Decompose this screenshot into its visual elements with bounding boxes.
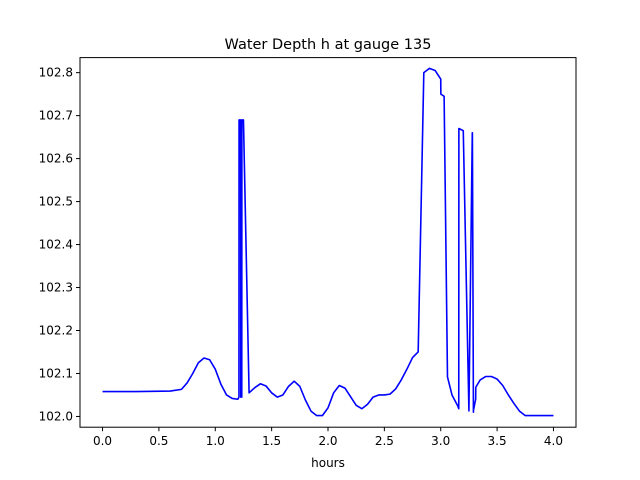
x-tick-label: 3.5 [488, 434, 507, 448]
x-tick-label: 1.0 [206, 434, 225, 448]
y-tick-label: 102.1 [39, 366, 73, 380]
x-tick-label: 2.0 [318, 434, 337, 448]
plot-frame [79, 57, 577, 428]
plot-area [102, 67, 554, 417]
y-tick-label: 102.8 [39, 66, 73, 80]
y-tick-label: 102.2 [39, 324, 73, 338]
chart-title: Water Depth h at gauge 135 [225, 37, 432, 53]
x-tick-label: 0.0 [93, 434, 112, 448]
x-tick-label: 2.5 [375, 434, 394, 448]
y-tick-label: 102.7 [39, 109, 73, 123]
y-tick-label: 102.3 [39, 281, 73, 295]
x-tick-label: 3.0 [431, 434, 450, 448]
y-tick-label: 102.0 [39, 409, 73, 423]
y-tick-label: 102.6 [39, 152, 73, 166]
x-tick-label: 4.0 [544, 434, 563, 448]
x-tick-label: 0.5 [149, 434, 168, 448]
y-tick-label: 102.5 [39, 195, 73, 209]
y-tick-label: 102.4 [39, 238, 73, 252]
x-tick-label: 1.5 [262, 434, 281, 448]
series-line-0 [102, 67, 554, 417]
x-axis-label: hours [311, 456, 345, 470]
axis-ticks: 0.0 0.5 1.0 1.5 2.0 2.5 3.0 3.5 4.0 102.0 102.1 102… [39, 66, 563, 449]
